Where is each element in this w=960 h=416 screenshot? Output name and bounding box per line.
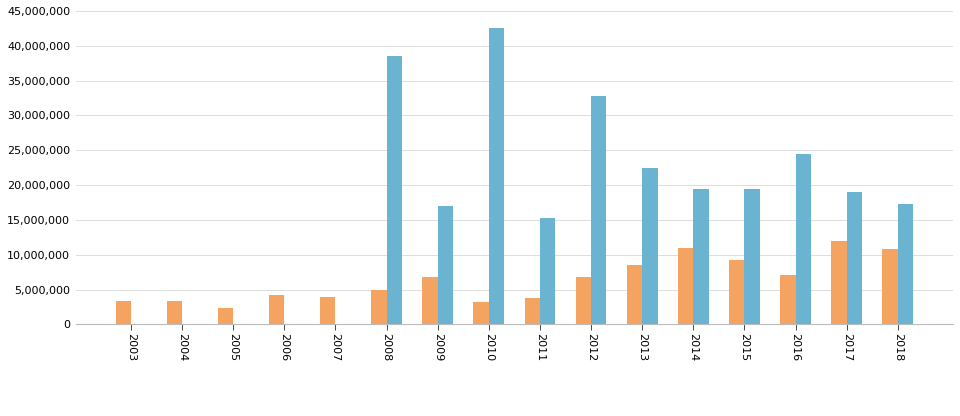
Bar (422, 277, 438, 324)
Bar (780, 275, 796, 324)
Bar (372, 290, 387, 324)
Bar (744, 188, 759, 324)
Bar (729, 260, 744, 324)
Bar (218, 308, 233, 324)
Bar (540, 218, 555, 324)
Bar (693, 189, 708, 324)
Bar (438, 206, 453, 324)
Bar (320, 297, 335, 324)
Bar (898, 204, 913, 324)
Bar (576, 277, 591, 324)
Bar (269, 295, 284, 324)
Bar (627, 265, 642, 324)
Bar (642, 168, 658, 324)
Bar (115, 302, 131, 324)
Bar (387, 56, 402, 324)
Bar (591, 96, 607, 324)
Bar (524, 298, 540, 324)
Bar (796, 154, 811, 324)
Bar (678, 248, 693, 324)
Bar (167, 302, 182, 324)
Bar (473, 302, 489, 324)
Bar (489, 28, 504, 324)
Bar (847, 192, 862, 324)
Bar (882, 249, 898, 324)
Bar (831, 241, 847, 324)
